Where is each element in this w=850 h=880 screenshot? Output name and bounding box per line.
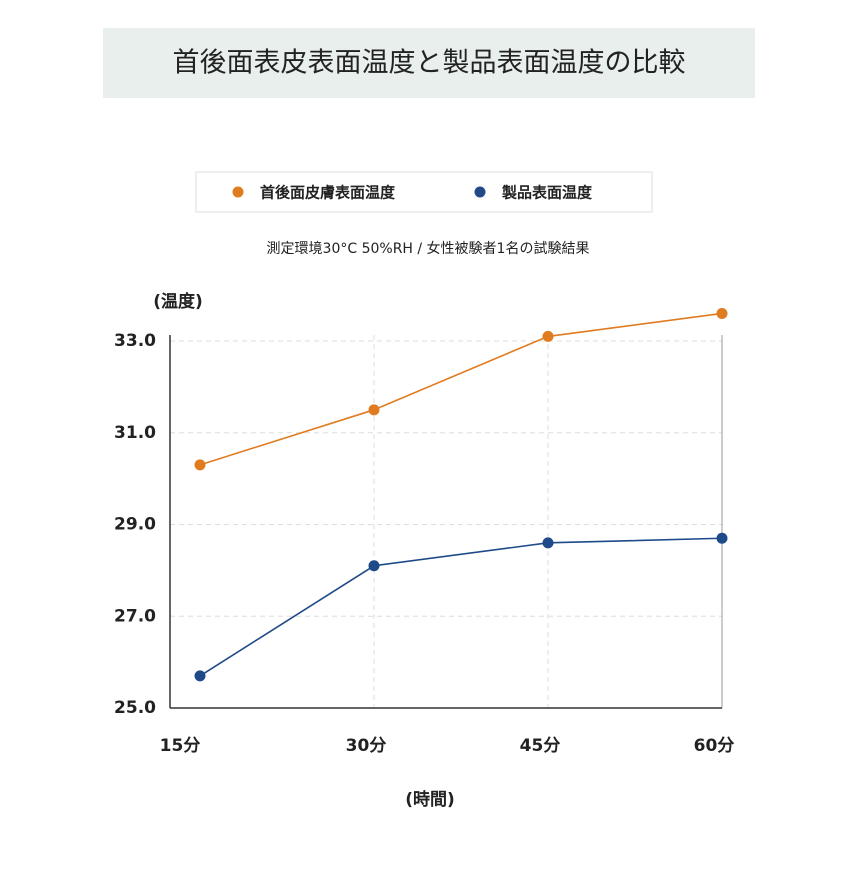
x-tick-label: 60分: [694, 736, 735, 756]
legend-label: 製品表面温度: [501, 184, 593, 202]
data-point: [368, 404, 380, 416]
legend-label: 首後面皮膚表面温度: [260, 184, 396, 202]
series-line: [199, 537, 723, 677]
subtitle: 測定環境30°C 50%RH / 女性被験者1名の試験結果: [267, 240, 590, 257]
title-box: [103, 28, 755, 98]
y-tick-label: 33.0: [114, 331, 156, 351]
data-point: [716, 307, 728, 319]
y-tick-label: 25.0: [114, 698, 156, 718]
data-point: [542, 330, 554, 342]
series-line: [199, 312, 723, 466]
y-tick-label: 29.0: [114, 515, 156, 535]
data-point: [716, 532, 728, 544]
y-tick-label: 27.0: [114, 606, 156, 626]
y-tick-label: 31.0: [114, 423, 156, 443]
x-tick-label: 15分: [160, 736, 201, 756]
legend-marker: [474, 186, 486, 198]
data-point: [194, 670, 206, 682]
legend-marker: [232, 186, 244, 198]
chart-title: 首後面表皮表面温度と製品表面温度の比較: [173, 48, 686, 79]
data-point: [542, 537, 554, 549]
data-point: [194, 459, 206, 471]
legend-box: [195, 171, 653, 213]
x-tick-label: 45分: [520, 736, 561, 756]
x-tick-label: 30分: [346, 736, 387, 756]
data-point: [368, 560, 380, 572]
y-axis-label: (温度): [153, 291, 203, 312]
x-axis-label: (時間): [405, 789, 455, 810]
